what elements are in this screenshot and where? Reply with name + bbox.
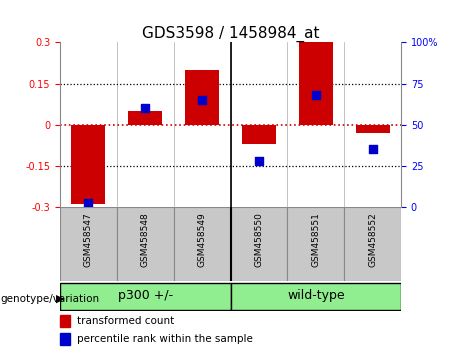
Text: transformed count: transformed count xyxy=(77,316,174,326)
Text: GSM458549: GSM458549 xyxy=(198,213,207,267)
Point xyxy=(142,105,149,111)
Bar xyxy=(344,207,401,281)
Bar xyxy=(299,42,333,125)
Text: wild-type: wild-type xyxy=(287,289,344,302)
Bar xyxy=(60,315,70,327)
Text: GSM458550: GSM458550 xyxy=(254,213,263,268)
Bar xyxy=(185,70,219,125)
Bar xyxy=(71,125,106,204)
Text: GSM458548: GSM458548 xyxy=(141,213,150,267)
Bar xyxy=(355,125,390,133)
Point xyxy=(255,158,263,164)
Point xyxy=(85,200,92,206)
Bar xyxy=(60,207,117,281)
Bar xyxy=(287,207,344,281)
Title: GDS3598 / 1458984_at: GDS3598 / 1458984_at xyxy=(142,26,319,42)
Point xyxy=(198,97,206,103)
Bar xyxy=(230,283,401,310)
Text: genotype/variation: genotype/variation xyxy=(0,294,99,304)
Text: GSM458552: GSM458552 xyxy=(368,213,377,267)
Bar xyxy=(60,283,230,310)
Text: GSM458551: GSM458551 xyxy=(311,213,320,268)
Bar xyxy=(128,111,162,125)
Text: percentile rank within the sample: percentile rank within the sample xyxy=(77,334,253,344)
Point xyxy=(369,146,376,152)
Bar xyxy=(117,207,174,281)
Point xyxy=(312,92,319,98)
Bar xyxy=(230,207,287,281)
Text: GSM458547: GSM458547 xyxy=(84,213,93,267)
Text: ▶: ▶ xyxy=(56,294,65,304)
Bar xyxy=(60,333,70,345)
Text: p300 +/-: p300 +/- xyxy=(118,289,173,302)
Bar xyxy=(174,207,230,281)
Bar xyxy=(242,125,276,144)
